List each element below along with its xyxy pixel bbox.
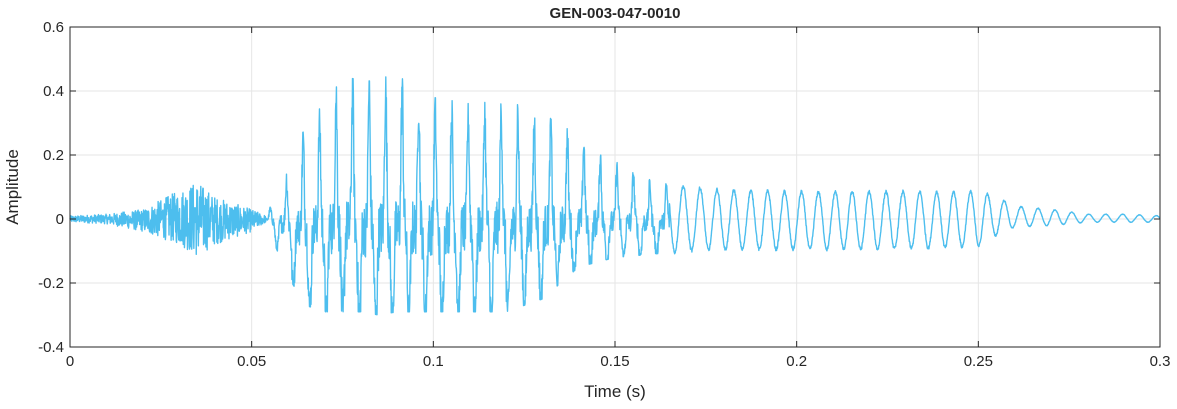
x-tick-label: 0.3: [1150, 353, 1171, 370]
x-axis-label: Time (s): [584, 382, 646, 401]
chart-title: GEN-003-047-0010: [550, 5, 681, 22]
y-tick-label: 0: [56, 211, 64, 228]
y-tick-label: -0.2: [38, 275, 64, 292]
x-tick-label: 0.1: [423, 353, 444, 370]
y-tick-label: 0.4: [43, 83, 64, 100]
x-tick-label: 0.15: [600, 353, 629, 370]
axes-box: [69, 26, 1161, 348]
y-tick-label: 0.6: [43, 19, 64, 36]
plot-area: [69, 76, 1161, 316]
y-tick-label: -0.4: [38, 339, 64, 356]
waveform-line: [69, 76, 1161, 316]
x-tick-label: 0.05: [237, 353, 266, 370]
y-axis-label: Amplitude: [3, 149, 22, 225]
axis-ticks: 0 0.05 0.1 0.15 0.2 0.25 0.3 -0.4 -0.2 0 0.2 0.4 0.6: [38, 19, 1170, 370]
x-tick-label: 0.2: [786, 353, 807, 370]
y-tick-label: 0.2: [43, 147, 64, 164]
x-tick-label: 0: [66, 353, 74, 370]
x-tick-label: 0.25: [964, 353, 993, 370]
